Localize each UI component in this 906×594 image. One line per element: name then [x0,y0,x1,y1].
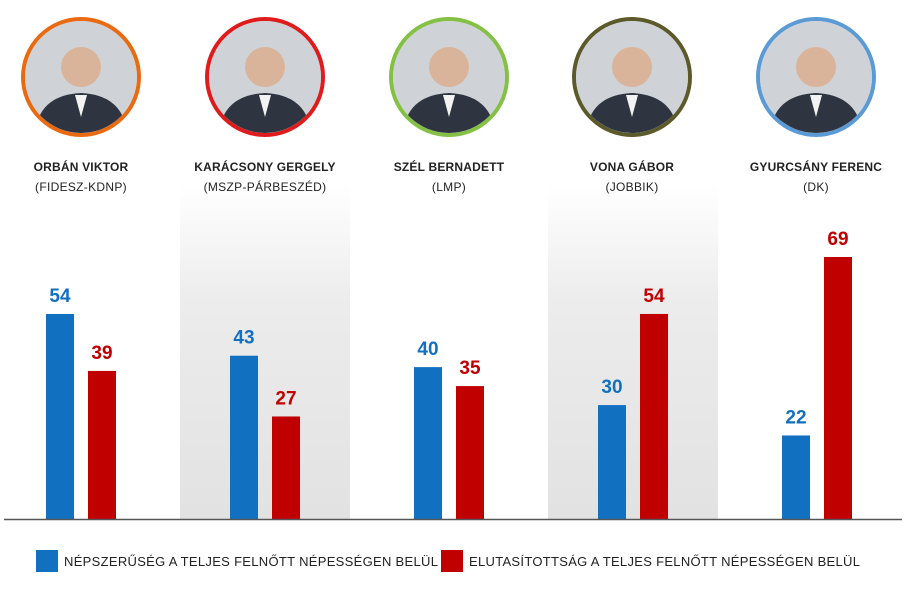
bar-popularity-1 [230,355,258,519]
candidate-party-0: (FIDESZ-KDNP) [35,180,127,194]
legend-swatch-popularity [36,550,58,572]
data-label-popularity-0: 54 [49,286,71,307]
candidate-name-2: SZÉL BERNADETT [393,160,505,174]
person-photo-icon-2 [389,17,509,137]
bar-popularity-2 [414,367,442,519]
bar-rejection-4 [824,257,852,519]
bar-rejection-3 [640,313,668,519]
person-photo-icon-1 [205,17,325,137]
candidate-party-2: (LMP) [431,180,467,194]
legend-rejection: ELUTASÍTOTTSÁG A TELJES FELNŐTT NÉPESSÉG… [441,549,860,573]
candidate-name-4: GYURCSÁNY FERENC [749,160,883,174]
candidate-name-1: KARÁCSONY GERGELY [194,160,336,174]
legend-label-rejection: ELUTASÍTOTTSÁG A TELJES FELNŐTT NÉPESSÉG… [469,553,861,569]
bar-rejection-1 [272,416,300,519]
candidate-party-4: (DK) [803,180,829,194]
background-band [548,185,718,519]
data-label-popularity-4: 22 [785,407,806,428]
legend-swatch-rejection [441,550,463,572]
data-label-rejection-1: 27 [275,388,296,409]
data-label-rejection-3: 54 [643,286,665,307]
person-photo-icon-3 [572,17,692,137]
data-label-rejection-0: 39 [91,343,112,364]
bar-popularity-0 [46,313,74,519]
bar-popularity-3 [598,405,626,519]
data-label-rejection-2: 35 [459,358,481,379]
candidate-name-0: ORBÁN VIKTOR [33,160,129,174]
bar-popularity-4 [782,435,810,519]
bar-rejection-2 [456,386,484,519]
candidate-name-3: VONA GÁBOR [589,160,675,174]
data-label-rejection-4: 69 [827,229,848,250]
person-photo-icon-0 [21,17,141,137]
legend-label-popularity: NÉPSZERŰSÉG A TELJES FELNŐTT NÉPESSÉGEN … [64,553,439,569]
legend-popularity: NÉPSZERŰSÉG A TELJES FELNŐTT NÉPESSÉGEN … [36,549,438,573]
candidate-party-1: (MSZP-PÁRBESZÉD) [203,180,327,194]
data-label-popularity-3: 30 [601,377,622,398]
candidate-party-3: (JOBBIK) [605,180,659,194]
background-band [180,185,350,519]
person-photo-icon-4 [756,17,876,137]
data-label-popularity-1: 43 [233,328,254,349]
data-label-popularity-2: 40 [417,339,438,360]
bar-rejection-0 [88,370,116,519]
